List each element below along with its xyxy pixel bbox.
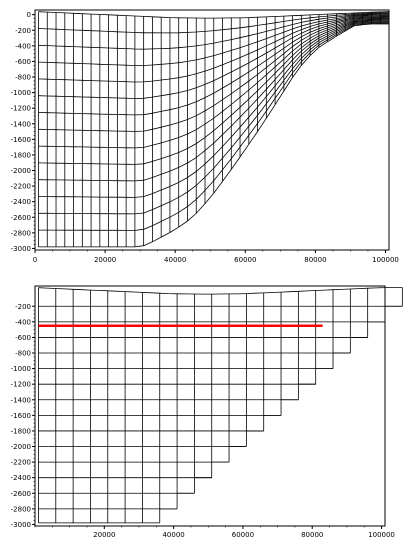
y-tick-label: -600 [15,58,31,66]
y-tick-label: -2400 [11,198,31,206]
x-tick-label: 100000 [372,256,399,264]
y-tick-label: -3000 [11,521,31,529]
x-tick-label: 60000 [234,256,256,264]
y-tick-label: -2800 [11,505,31,513]
plot-frame [34,9,390,251]
sigma-level-line [38,22,390,231]
y-tick-label: -2600 [11,490,31,498]
y-tick-label: -1000 [11,365,31,373]
y-tick-label: -2800 [11,229,31,237]
y-tick-label: -2000 [11,167,31,175]
x-tick-label: 0 [33,256,37,264]
x-tick-label: 80000 [304,256,326,264]
sigma-level-line [38,15,390,99]
x-tick-label: 20000 [94,256,116,264]
x-tick-label: 80000 [301,531,323,539]
y-tick-label: 0 [27,11,31,19]
surface-line [38,287,403,295]
y-tick-label: -1800 [11,427,31,435]
y-tick-label: -800 [15,74,31,82]
plot-frame [34,285,386,527]
sigma-level-line [38,14,390,83]
y-tick-label: -200 [15,27,31,35]
y-tick-label: -3000 [11,245,31,253]
z-grid-panel: -200 -400 -600 -800 -1000 -1200 -1400 -1600 -180… [11,285,403,539]
sigma-level-line [38,20,390,182]
sigma-level-line [38,12,390,50]
y-tick-label: -2600 [11,214,31,222]
x-tick-label: 20000 [93,531,115,539]
sigma-level-line [38,21,390,215]
y-tick-label: -600 [15,334,31,342]
y-tick-label: -2200 [11,183,31,191]
x-tick-label: 40000 [162,531,184,539]
sigma-grid-panel: 0 -200 -400 -600 -800 -1000 -1200 -1400 -1600 -18… [11,9,399,264]
sigma-level-line [38,17,390,132]
mesh [38,11,390,248]
y-tick-label: -1000 [11,89,31,97]
sigma-level-line [38,12,390,34]
x-tick-label: 60000 [232,531,254,539]
surface-line [38,11,390,19]
x-tick-label: 100000 [368,531,395,539]
x-tick-label: 40000 [164,256,186,264]
sigma-level-line [38,16,390,116]
y-tick-label: -2200 [11,459,31,467]
sigma-level-line [38,13,390,66]
y-tick-label: -400 [15,318,31,326]
mesh [38,287,403,524]
y-tick-label: -800 [15,350,31,358]
y-tick-label: -1200 [11,105,31,113]
y-tick-label: -1400 [11,396,31,404]
y-tick-label: -2000 [11,443,31,451]
sigma-level-line [38,18,390,149]
y-tick-label: -1600 [11,412,31,420]
y-tick-label: -1600 [11,136,31,144]
bottom-line [38,23,389,248]
y-tick-label: -200 [15,303,31,311]
y-tick-label: -1800 [11,151,31,159]
sigma-level-line [38,19,390,165]
y-tick-label: -1200 [11,381,31,389]
y-tick-label: -400 [15,42,31,50]
y-tick-label: -1400 [11,120,31,128]
sigma-level-line [38,20,389,198]
y-tick-label: -2400 [11,474,31,482]
